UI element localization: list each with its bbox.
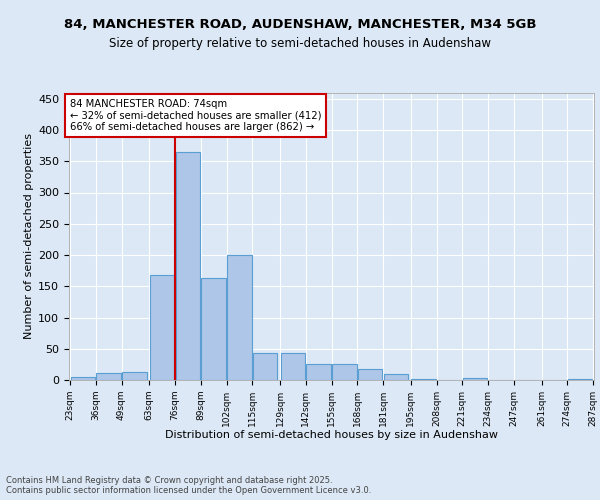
Bar: [358, 369, 382, 380]
Bar: [150, 275, 175, 380]
Text: Size of property relative to semi-detached houses in Audenshaw: Size of property relative to semi-detach…: [109, 38, 491, 51]
Bar: [227, 255, 251, 380]
Bar: [568, 379, 592, 380]
Bar: [281, 353, 305, 380]
Bar: [383, 374, 408, 380]
Y-axis label: Number of semi-detached properties: Number of semi-detached properties: [24, 133, 34, 339]
Bar: [332, 364, 356, 380]
Bar: [71, 377, 95, 380]
Bar: [253, 352, 277, 380]
Bar: [202, 278, 226, 380]
Bar: [307, 364, 331, 380]
Text: 84, MANCHESTER ROAD, AUDENSHAW, MANCHESTER, M34 5GB: 84, MANCHESTER ROAD, AUDENSHAW, MANCHEST…: [64, 18, 536, 30]
Text: 84 MANCHESTER ROAD: 74sqm
← 32% of semi-detached houses are smaller (412)
66% of: 84 MANCHESTER ROAD: 74sqm ← 32% of semi-…: [70, 99, 322, 132]
Bar: [176, 152, 200, 380]
X-axis label: Distribution of semi-detached houses by size in Audenshaw: Distribution of semi-detached houses by …: [165, 430, 498, 440]
Bar: [463, 378, 487, 380]
Bar: [97, 372, 121, 380]
Bar: [122, 372, 146, 380]
Text: Contains HM Land Registry data © Crown copyright and database right 2025.
Contai: Contains HM Land Registry data © Crown c…: [6, 476, 371, 495]
